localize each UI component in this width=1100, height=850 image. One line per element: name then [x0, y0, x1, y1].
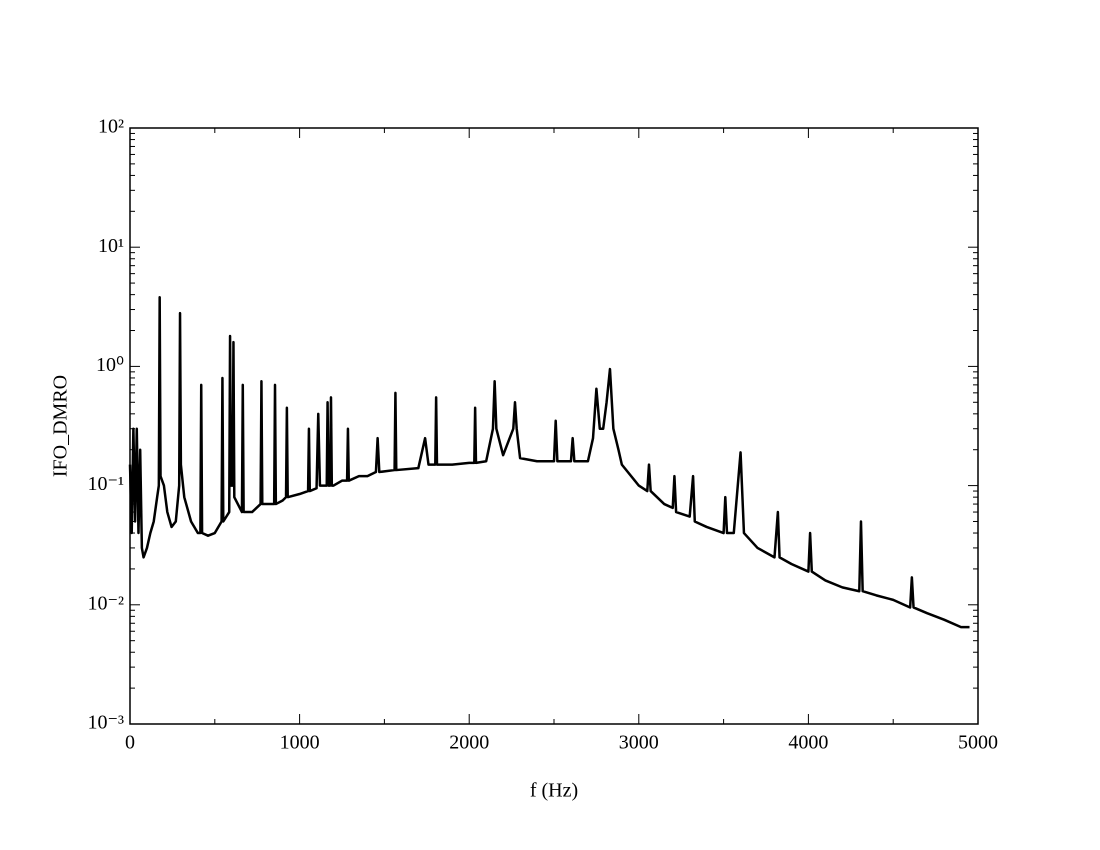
y-tick-label: 10²: [98, 116, 124, 138]
x-tick-label: 5000: [958, 732, 998, 754]
y-tick-label: 10⁻³: [87, 712, 124, 734]
x-axis-label: f (Hz): [530, 780, 578, 802]
y-tick-label: 10⁰: [96, 354, 124, 376]
y-tick-label: 10¹: [98, 235, 124, 257]
x-tick-label: 3000: [619, 732, 659, 754]
plot-frame: [129, 127, 979, 725]
y-tick-label: 10⁻¹: [87, 473, 124, 495]
x-tick-label: 2000: [449, 732, 489, 754]
x-tick-label: 1000: [280, 732, 320, 754]
x-tick-label: 4000: [788, 732, 828, 754]
x-tick-label: 0: [125, 732, 135, 754]
y-tick-label: 10⁻²: [87, 592, 124, 614]
y-axis-label: IFO_DMRO: [50, 375, 72, 477]
spectrum-line: [128, 296, 970, 629]
